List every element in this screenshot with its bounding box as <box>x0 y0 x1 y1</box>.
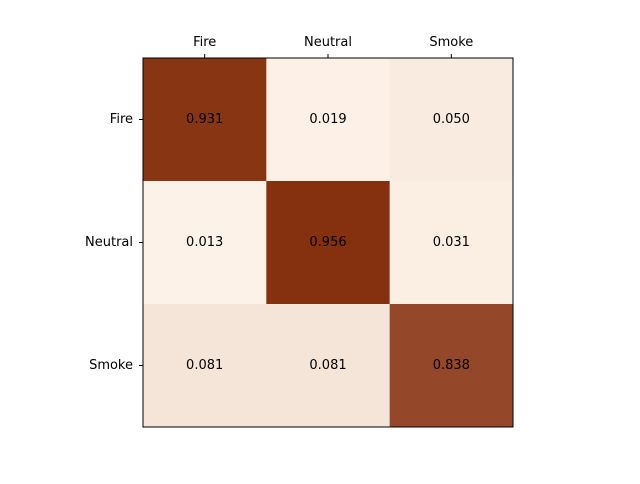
heatmap-cells <box>143 58 514 428</box>
heatmap-cell-fire-neutral <box>266 58 391 182</box>
heatmap-cell-neutral-neutral <box>266 181 391 305</box>
heatmap-cell-smoke-fire <box>143 304 267 428</box>
x-tick-label: Neutral <box>304 35 352 50</box>
heatmap-cell-neutral-smoke <box>389 181 514 305</box>
heatmap-cell-fire-smoke <box>389 58 514 182</box>
cell-value-label: 0.050 <box>433 112 470 127</box>
cell-value-label: 0.838 <box>433 358 470 373</box>
heatmap-cell-smoke-smoke <box>389 304 514 428</box>
x-tick-label: Fire <box>193 35 216 50</box>
y-tick-label: Neutral <box>85 235 133 250</box>
cell-value-label: 0.031 <box>433 235 470 250</box>
heatmap-cell-neutral-fire <box>143 181 267 305</box>
y-tick-label: Smoke <box>89 358 133 373</box>
cell-value-label: 0.013 <box>186 235 223 250</box>
x-axis-ticks: Fire Neutral Smoke <box>193 35 473 58</box>
cell-value-label: 0.931 <box>186 112 223 127</box>
heatmap-cell-smoke-neutral <box>266 304 391 428</box>
cell-value-label: 0.081 <box>309 358 346 373</box>
cell-value-label: 0.019 <box>309 112 346 127</box>
heatmap-cell-fire-fire <box>143 58 267 182</box>
y-tick-label: Fire <box>110 112 133 127</box>
heatmap-value-labels: 0.931 0.019 0.050 0.013 0.956 0.031 0.081 0.081… <box>186 112 470 373</box>
y-axis-ticks: Fire Neutral Smoke <box>85 112 143 373</box>
x-tick-label: Smoke <box>429 35 473 50</box>
cell-value-label: 0.081 <box>186 358 223 373</box>
cell-value-label: 0.956 <box>309 235 346 250</box>
